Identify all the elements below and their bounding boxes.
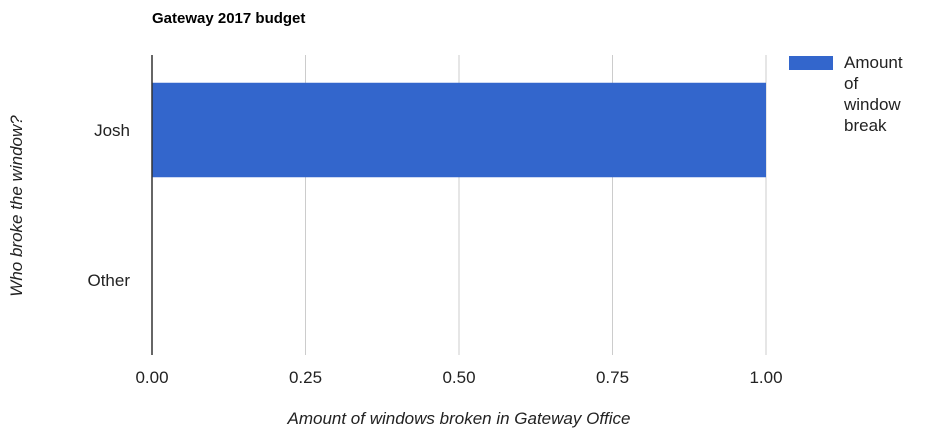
chart-title: Gateway 2017 budget: [152, 10, 305, 27]
bar: [152, 82, 766, 178]
legend-label-line: of: [844, 74, 858, 93]
legend-swatch: [789, 56, 833, 70]
bars: [152, 82, 766, 178]
x-tick-label: 1.00: [749, 368, 782, 387]
x-axis-title: Amount of windows broken in Gateway Offi…: [287, 409, 631, 428]
y-axis-title: Who broke the window?: [7, 115, 26, 297]
legend-label-line: Amount: [844, 53, 903, 72]
legend: Amount of window break: [789, 53, 903, 135]
legend-label-line: break: [844, 116, 887, 135]
legend-label-line: window: [843, 95, 901, 114]
x-tick-label: 0.50: [442, 368, 475, 387]
axis-labels: 0.00 0.25 0.50 0.75 1.00 Josh Other: [87, 121, 782, 387]
x-tick-label: 0.25: [289, 368, 322, 387]
y-category-label: Other: [87, 271, 130, 290]
x-tick-label: 0.00: [135, 368, 168, 387]
x-tick-label: 0.75: [596, 368, 629, 387]
y-category-label: Josh: [94, 121, 130, 140]
legend-label: Amount of window break: [843, 53, 903, 135]
